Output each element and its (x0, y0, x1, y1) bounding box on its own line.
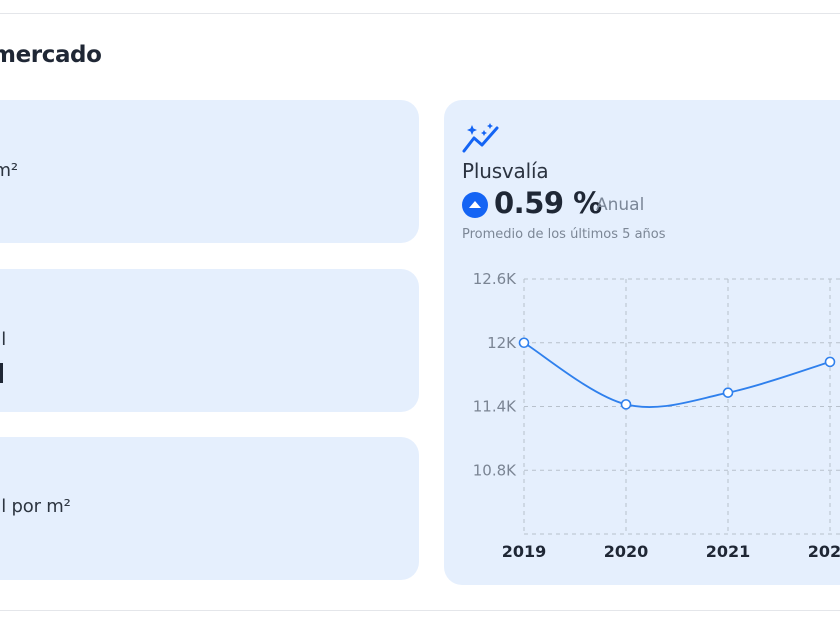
plusvalia-title: Plusvalía (462, 159, 549, 183)
monthly-rent-value-fragment (0, 363, 3, 383)
chart-data-point (620, 399, 632, 410)
chart-data-point (518, 337, 530, 349)
plusvalia-note: Promedio de los últimos 5 años (462, 227, 666, 242)
monthly-rent-per-m2-label: sual por m² (0, 496, 71, 517)
chart-y-tick-label: 12K (487, 334, 517, 352)
trend-sparkle-icon (462, 122, 502, 156)
chart-data-point (824, 356, 836, 368)
plusvalia-value: 0.59 % (494, 186, 602, 220)
chart-y-tick-label: 11.4K (473, 398, 517, 416)
chart-series-line (523, 341, 831, 408)
plusvalia-period: Anual (596, 195, 645, 215)
chart-data-point (722, 387, 734, 398)
top-divider (0, 13, 840, 14)
monthly-rent-per-m2-card: sual por m² (0, 437, 419, 580)
chart-x-tick-label: 2019 (502, 542, 547, 561)
monthly-rent-card: sual 1 (0, 269, 419, 412)
price-per-m2-card: or m² (0, 100, 419, 243)
plusvalia-line-chart: 12.6K 12K 11.4K 10.8K 2019 2020 2021 2022 (473, 270, 840, 561)
plusvalia-card: Plusvalía 0.59 % Anual Promedio de los ú… (444, 100, 840, 585)
arrow-up-icon (462, 192, 488, 218)
section-title: mercado (0, 42, 102, 68)
price-per-m2-label: or m² (0, 160, 18, 181)
monthly-rent-label: sual (0, 329, 7, 350)
chart-x-tick-label: 2022 (808, 542, 840, 561)
chart-y-tick-label: 12.6K (473, 270, 517, 288)
chart-y-tick-label: 10.8K (473, 461, 517, 479)
chart-x-tick-label: 2020 (604, 542, 649, 561)
chart-x-tick-label: 2021 (706, 542, 751, 561)
bottom-divider (0, 610, 840, 611)
